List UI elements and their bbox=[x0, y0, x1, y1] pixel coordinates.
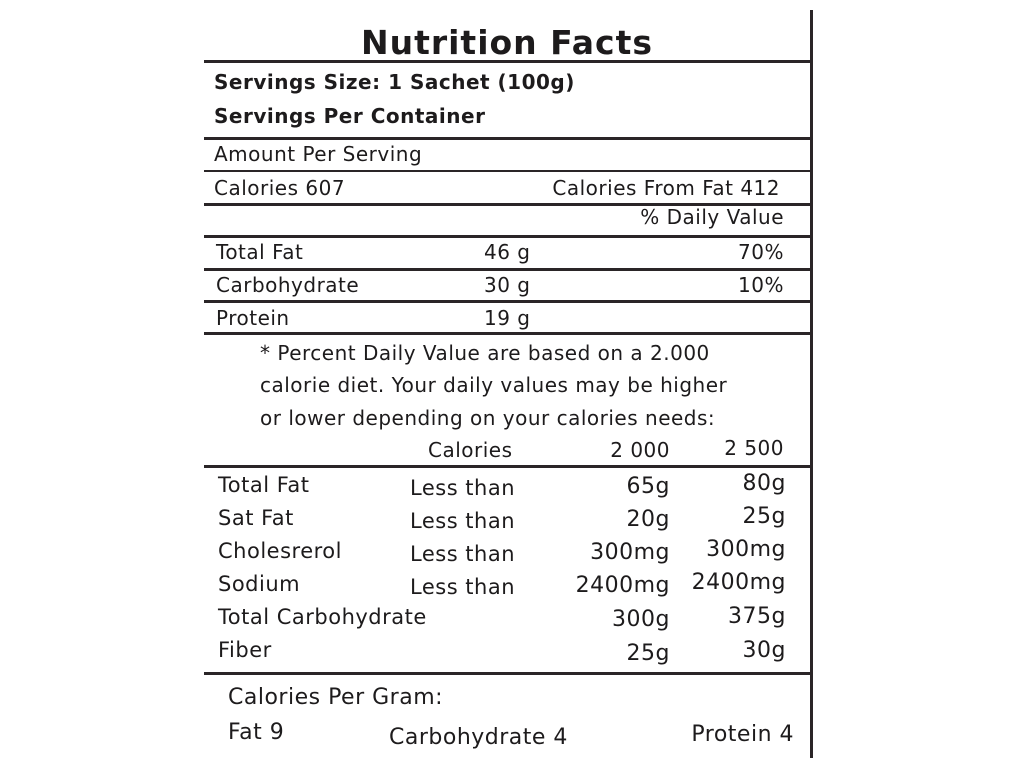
dv-row-value-2000: 65g bbox=[626, 474, 670, 499]
footnote-line: calorie diet. Your daily values may be h… bbox=[260, 373, 728, 397]
calories-from-fat: Calories From Fat 412 bbox=[552, 176, 780, 200]
divider bbox=[204, 300, 810, 303]
dv-row-value-2000: 300g bbox=[612, 607, 670, 632]
calories-per-gram-heading: Calories Per Gram: bbox=[228, 685, 444, 710]
calories-per-gram-carbohydrate: Carbohydrate 4 bbox=[389, 725, 568, 750]
dv-row-value-2500: 80g bbox=[742, 471, 786, 496]
dv-row-name: Fiber bbox=[218, 638, 272, 662]
divider bbox=[204, 60, 810, 63]
dv-row-value-2000: 20g bbox=[626, 507, 670, 532]
dv-row-name: Cholesrerol bbox=[218, 539, 342, 563]
dv-row-name: Sat Fat bbox=[218, 506, 294, 530]
divider bbox=[204, 465, 810, 468]
dv-table-calories-header: Calories bbox=[428, 438, 513, 462]
dv-row-value-2000: 25g bbox=[626, 641, 670, 666]
footnote-line: * Percent Daily Value are based on a 2.0… bbox=[260, 341, 710, 365]
dv-row-qualifier: Less than bbox=[410, 542, 516, 566]
nutrient-amount: 30 g bbox=[484, 273, 531, 297]
label-title: Nutrition Facts bbox=[360, 23, 654, 62]
dv-row-name: Total Carbohydrate bbox=[218, 605, 427, 629]
dv-row-value-2500: 300mg bbox=[706, 537, 786, 562]
dv-row-qualifier: Less than bbox=[410, 476, 516, 500]
dv-row-qualifier: Less than bbox=[410, 575, 516, 599]
dv-row-qualifier: Less than bbox=[410, 509, 516, 533]
footnote-line: or lower depending on your calories need… bbox=[260, 406, 716, 430]
dv-row-name: Total Fat bbox=[218, 473, 310, 497]
nutrition-facts-label: Nutrition Facts Servings Size: 1 Sachet … bbox=[204, 10, 813, 758]
servings-per-container: Servings Per Container bbox=[214, 104, 486, 128]
divider bbox=[204, 332, 810, 335]
amount-per-serving: Amount Per Serving bbox=[214, 142, 423, 166]
divider bbox=[204, 170, 810, 172]
nutrient-name: Total Fat bbox=[216, 240, 304, 264]
nutrient-amount: 46 g bbox=[484, 240, 531, 264]
nutrient-daily-value: 70% bbox=[738, 240, 784, 264]
dv-row-value-2000: 300mg bbox=[590, 540, 670, 565]
nutrient-name: Carbohydrate bbox=[216, 273, 360, 297]
divider bbox=[204, 203, 810, 206]
calories-per-gram-protein: Protein 4 bbox=[691, 722, 794, 747]
divider bbox=[204, 672, 810, 675]
divider bbox=[204, 235, 810, 238]
dv-row-value-2500: 30g bbox=[742, 638, 786, 663]
dv-table-col1-header: 2 000 bbox=[610, 438, 670, 462]
dv-row-name: Sodium bbox=[218, 572, 301, 596]
nutrient-daily-value: 10% bbox=[738, 273, 784, 297]
calories-per-gram-fat: Fat 9 bbox=[228, 720, 285, 745]
dv-table-col2-header: 2 500 bbox=[724, 436, 784, 460]
dv-row-value-2500: 375g bbox=[728, 604, 786, 629]
dv-row-value-2500: 25g bbox=[742, 504, 786, 529]
nutrient-amount: 19 g bbox=[484, 306, 531, 330]
divider bbox=[204, 268, 810, 271]
daily-value-header: % Daily Value bbox=[640, 205, 784, 229]
nutrient-name: Protein bbox=[216, 306, 290, 330]
dv-row-value-2000: 2400mg bbox=[575, 573, 670, 598]
serving-size: Servings Size: 1 Sachet (100g) bbox=[214, 70, 575, 94]
divider bbox=[204, 137, 810, 140]
calories: Calories 607 bbox=[214, 176, 346, 200]
dv-row-value-2500: 2400mg bbox=[691, 570, 786, 595]
